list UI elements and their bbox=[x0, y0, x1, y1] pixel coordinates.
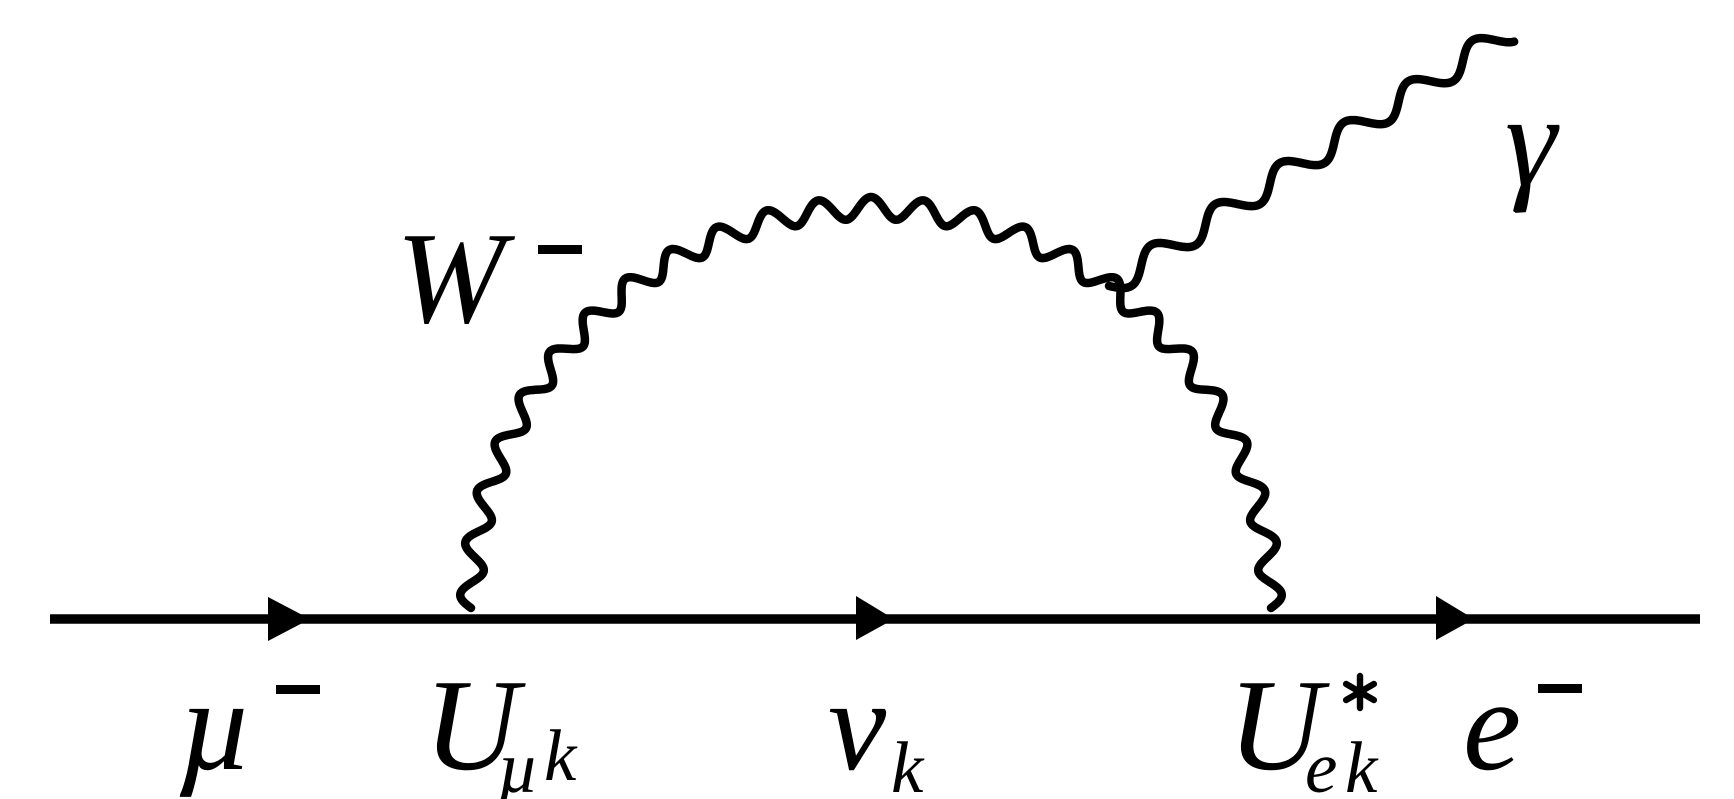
svg-text:µ: µ bbox=[497, 727, 539, 799]
svg-text:e: e bbox=[1305, 727, 1337, 799]
svg-text:W: W bbox=[396, 206, 516, 351]
svg-text:k: k bbox=[891, 727, 925, 799]
svg-text:γ: γ bbox=[1505, 69, 1560, 214]
svg-text:µ: µ bbox=[178, 653, 253, 798]
svg-text:k: k bbox=[544, 715, 578, 796]
svg-text:ν: ν bbox=[828, 653, 887, 798]
svg-text:k: k bbox=[1345, 727, 1379, 799]
svg-text:e: e bbox=[1463, 653, 1521, 798]
